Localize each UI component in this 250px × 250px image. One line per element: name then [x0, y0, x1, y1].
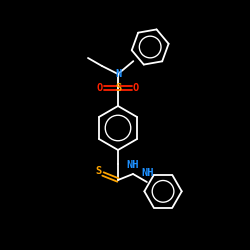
Text: O: O [133, 83, 139, 93]
Text: N: N [115, 69, 121, 79]
Text: S: S [95, 166, 101, 176]
Text: O: O [97, 83, 103, 93]
Text: S: S [115, 83, 121, 93]
Text: NH: NH [126, 160, 138, 170]
Text: NH: NH [141, 168, 154, 178]
